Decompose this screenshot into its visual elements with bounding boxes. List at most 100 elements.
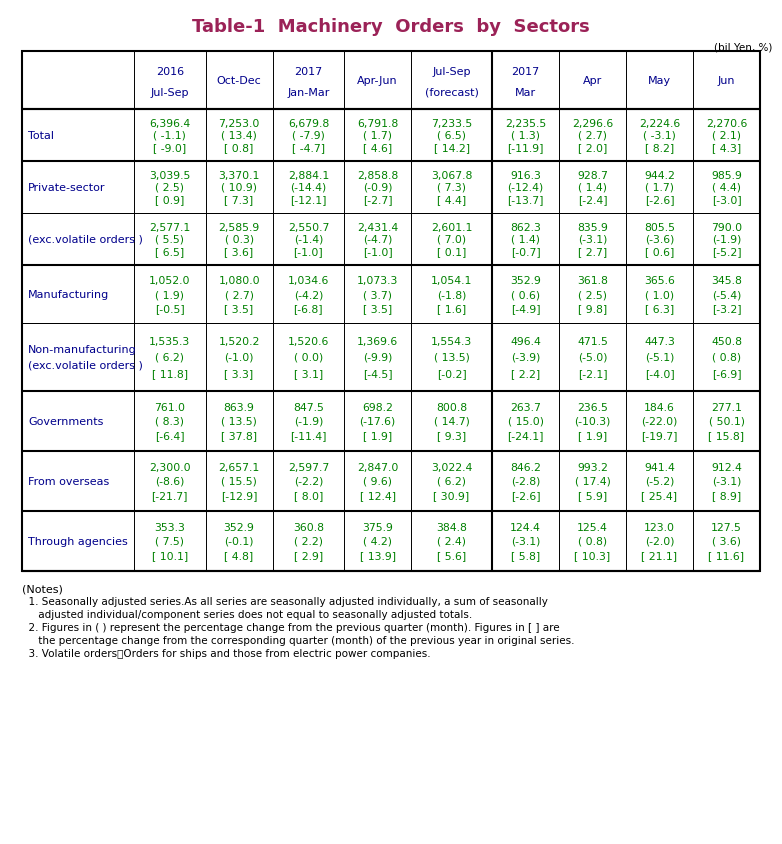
Text: ( 3.7): ( 3.7)	[363, 289, 393, 300]
Text: 345.8: 345.8	[711, 276, 742, 286]
Text: [ 2.9]: [ 2.9]	[294, 550, 323, 560]
Text: 862.3: 862.3	[510, 222, 541, 232]
Text: [-2.4]: [-2.4]	[578, 195, 608, 205]
Text: (-1.0): (-1.0)	[224, 353, 254, 363]
Text: 1,369.6: 1,369.6	[357, 337, 398, 346]
Text: 800.8: 800.8	[436, 403, 467, 412]
Text: 993.2: 993.2	[577, 463, 608, 472]
Text: 805.5: 805.5	[644, 222, 675, 232]
Text: ( 8.3): ( 8.3)	[156, 416, 185, 426]
Text: 941.4: 941.4	[644, 463, 675, 472]
Text: (-4.2): (-4.2)	[294, 289, 323, 300]
Text: ( 0.0): ( 0.0)	[294, 353, 323, 363]
Text: ( 3.6): ( 3.6)	[712, 537, 741, 546]
Text: (-5.1): (-5.1)	[645, 353, 674, 363]
Text: ( 17.4): ( 17.4)	[575, 476, 611, 486]
Text: [ 4.6]: [ 4.6]	[363, 143, 393, 154]
Text: [ 3.5]: [ 3.5]	[224, 304, 253, 313]
Text: [-5.2]: [-5.2]	[712, 247, 741, 257]
Text: [ 8.0]: [ 8.0]	[294, 490, 323, 500]
Text: 1,052.0: 1,052.0	[149, 276, 191, 286]
Text: 496.4: 496.4	[510, 337, 541, 346]
Text: 1,034.6: 1,034.6	[288, 276, 329, 286]
Text: ( 15.0): ( 15.0)	[508, 416, 543, 426]
Text: [-11.9]: [-11.9]	[508, 143, 543, 154]
Text: [ 25.4]: [ 25.4]	[641, 490, 677, 500]
Text: ( 2.1): ( 2.1)	[712, 131, 741, 141]
Text: ( 0.8): ( 0.8)	[578, 537, 607, 546]
Text: [-1.0]: [-1.0]	[293, 247, 323, 257]
Text: (-12.4): (-12.4)	[508, 183, 543, 192]
Text: Apr-Jun: Apr-Jun	[357, 76, 398, 86]
Text: [-12.1]: [-12.1]	[290, 195, 327, 205]
Text: 2,601.1: 2,601.1	[431, 222, 472, 232]
Text: 2017: 2017	[511, 68, 540, 77]
Text: 2,300.0: 2,300.0	[149, 463, 191, 472]
Text: 352.9: 352.9	[510, 276, 541, 286]
Text: 3. Volatile orders：Orders for ships and those from electric power companies.: 3. Volatile orders：Orders for ships and …	[22, 648, 431, 658]
Text: 6,396.4: 6,396.4	[149, 118, 191, 128]
Text: [ 1.6]: [ 1.6]	[437, 304, 466, 313]
Text: ( -1.1): ( -1.1)	[153, 131, 186, 141]
Text: [ 3.1]: [ 3.1]	[294, 369, 323, 379]
Text: 127.5: 127.5	[711, 522, 742, 532]
Text: Jul-Sep: Jul-Sep	[151, 88, 189, 98]
Text: (-5.4): (-5.4)	[712, 289, 741, 300]
Text: [ 0.9]: [ 0.9]	[155, 195, 185, 205]
Text: 2,296.6: 2,296.6	[572, 118, 613, 128]
Text: 1,073.3: 1,073.3	[357, 276, 398, 286]
Text: (-3.6): (-3.6)	[645, 235, 674, 245]
Text: the percentage change from the corresponding quarter (month) of the previous yea: the percentage change from the correspon…	[22, 636, 575, 645]
Text: (-0.9): (-0.9)	[363, 183, 393, 192]
Text: 916.3: 916.3	[510, 170, 541, 181]
Text: [ 1.9]: [ 1.9]	[578, 430, 607, 441]
Text: 2,585.9: 2,585.9	[218, 222, 260, 232]
Text: 3,039.5: 3,039.5	[149, 170, 191, 181]
Text: (-1.4): (-1.4)	[294, 235, 323, 245]
Text: Private-sector: Private-sector	[28, 183, 106, 192]
Text: ( 1.4): ( 1.4)	[511, 235, 540, 245]
Text: 761.0: 761.0	[154, 403, 185, 412]
Text: (-2.8): (-2.8)	[511, 476, 540, 486]
Text: ( 1.7): ( 1.7)	[645, 183, 674, 192]
Text: 447.3: 447.3	[644, 337, 675, 346]
Text: ( 1.9): ( 1.9)	[156, 289, 185, 300]
Text: (bil.Yen, %): (bil.Yen, %)	[714, 42, 773, 52]
Text: (exc.volatile orders ): (exc.volatile orders )	[28, 360, 143, 371]
Text: [ 10.3]: [ 10.3]	[575, 550, 611, 560]
Text: (-9.9): (-9.9)	[363, 353, 393, 363]
Text: 450.8: 450.8	[711, 337, 742, 346]
Text: ( 6.2): ( 6.2)	[437, 476, 466, 486]
Text: 123.0: 123.0	[644, 522, 675, 532]
Text: 1,520.6: 1,520.6	[288, 337, 329, 346]
Text: ( 1.3): ( 1.3)	[511, 131, 540, 141]
Text: [ 2.7]: [ 2.7]	[578, 247, 607, 257]
Text: (forecast): (forecast)	[425, 88, 479, 98]
Text: ( 10.9): ( 10.9)	[221, 183, 257, 192]
Text: (-3.1): (-3.1)	[712, 476, 741, 486]
Text: adjusted individual/component series does not equal to seasonally adjusted total: adjusted individual/component series doe…	[22, 609, 472, 619]
Text: 1,554.3: 1,554.3	[431, 337, 472, 346]
Text: 361.8: 361.8	[577, 276, 608, 286]
Text: 7,253.0: 7,253.0	[218, 118, 260, 128]
Text: ( 4.4): ( 4.4)	[712, 183, 741, 192]
Text: (-17.6): (-17.6)	[360, 416, 396, 426]
Text: 2,597.7: 2,597.7	[288, 463, 329, 472]
Text: [-4.9]: [-4.9]	[511, 304, 540, 313]
Text: 277.1: 277.1	[711, 403, 742, 412]
Text: 263.7: 263.7	[510, 403, 541, 412]
Text: [ 5.6]: [ 5.6]	[437, 550, 466, 560]
Text: 863.9: 863.9	[224, 403, 254, 412]
Text: ( 2.7): ( 2.7)	[224, 289, 253, 300]
Text: 2017: 2017	[294, 68, 322, 77]
Text: [-2.6]: [-2.6]	[644, 195, 674, 205]
Text: [ 13.9]: [ 13.9]	[360, 550, 396, 560]
Text: ( 0.6): ( 0.6)	[511, 289, 540, 300]
Text: 360.8: 360.8	[293, 522, 324, 532]
Text: 2,847.0: 2,847.0	[357, 463, 398, 472]
Text: [-13.7]: [-13.7]	[508, 195, 543, 205]
Text: [-4.0]: [-4.0]	[644, 369, 674, 379]
Text: (-3.1): (-3.1)	[511, 537, 540, 546]
Text: ( 2.5): ( 2.5)	[156, 183, 185, 192]
Text: [ 21.1]: [ 21.1]	[641, 550, 677, 560]
